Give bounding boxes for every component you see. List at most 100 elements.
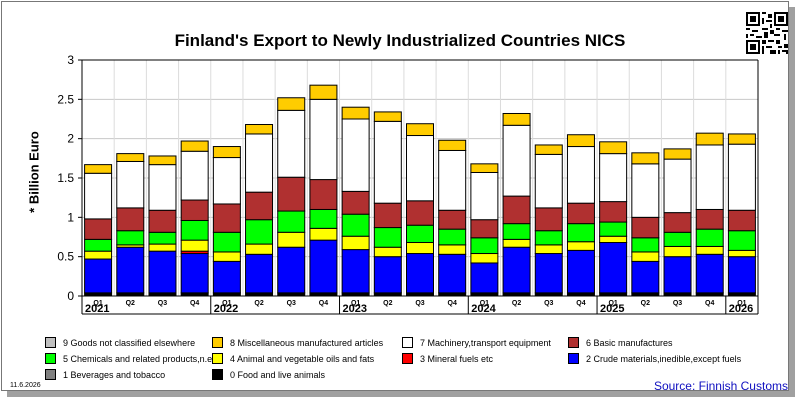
bar-segment (116, 160, 145, 209)
legend-swatch (45, 353, 56, 364)
bar-segment (470, 237, 499, 255)
legend-item: 4 Animal and vegetable oils and fats (212, 353, 374, 364)
x-tick-label: Q1 (480, 300, 489, 307)
bar-segment (148, 155, 177, 166)
bar-segment (566, 223, 595, 243)
bar-segment (373, 256, 402, 294)
bar-segment (534, 230, 563, 246)
date-stamp: 11.6.2026 (10, 382, 41, 389)
bar-segment (727, 249, 756, 258)
bar-segment (180, 253, 209, 294)
bar-segment (695, 228, 724, 247)
bar-segment (631, 152, 660, 165)
bar-segment (373, 120, 402, 204)
bar-segment (116, 153, 145, 162)
y-tick-label: 0 (67, 289, 74, 303)
bar-segment (502, 246, 531, 294)
bar-segment (116, 230, 145, 246)
bar-segment (599, 201, 628, 223)
bar-segment (341, 235, 370, 251)
bar-segment (566, 146, 595, 204)
bar-segment (341, 213, 370, 237)
bar-segment (534, 253, 563, 294)
bar-segment (406, 224, 434, 244)
bar-segment (663, 231, 692, 247)
y-tick-label: 1.5 (57, 171, 74, 185)
bar-segment (180, 239, 209, 252)
bar-segment (663, 245, 692, 258)
legend-label: 6 Basic manufactures (586, 337, 673, 348)
bar-segment (599, 153, 628, 203)
bar-segment (534, 207, 563, 232)
bar-segment (373, 246, 402, 258)
bar-segment (309, 179, 338, 210)
bar-segment (148, 209, 177, 233)
y-tick-label: 3 (67, 53, 74, 67)
bar-segment (148, 243, 177, 252)
x-tick-label: Q3 (673, 300, 682, 307)
legend-swatch (212, 337, 223, 348)
legend-item: 7 Machinery,transport equipment (402, 337, 551, 348)
legend-item: 8 Miscellaneous manufactured articles (212, 337, 383, 348)
bar-segment (245, 124, 274, 135)
x-tick-label: Q1 (93, 300, 102, 307)
bar-segment (309, 239, 338, 294)
bar-segment (566, 202, 595, 225)
bar-segment (727, 143, 756, 211)
y-axis-label: * Billion Euro (26, 131, 42, 213)
x-tick-label: Q3 (287, 300, 296, 307)
x-tick-label: Q2 (383, 300, 392, 307)
y-tick-label: 0.5 (57, 250, 74, 264)
legend-label: 4 Animal and vegetable oils and fats (230, 353, 375, 364)
bar-segment (663, 148, 692, 160)
bar-segment (631, 163, 660, 218)
x-tick-label: Q1 (608, 300, 617, 307)
bar-segment (695, 132, 724, 146)
bar-segment (663, 158, 692, 214)
legend-item: 3 Mineral fuels etc (402, 353, 493, 364)
bar-segment (245, 253, 274, 294)
bar-segment (277, 231, 306, 248)
year-label: 2026 (729, 303, 753, 315)
bar-segment (373, 111, 402, 122)
bar-segment (341, 249, 370, 294)
y-tick-label: 2 (67, 132, 74, 146)
bar-segment (373, 202, 402, 229)
year-label: 2024 (471, 303, 496, 315)
bar-segment (212, 260, 241, 294)
bar-segment (695, 253, 724, 294)
bar-segment (470, 171, 499, 221)
bar-segment (695, 144, 724, 210)
x-tick-label: Q1 (351, 300, 360, 307)
legend-label: 2 Crude materials,inedible,except fuels (586, 353, 742, 364)
legend-label: 0 Food and live animals (230, 369, 326, 380)
x-tick-label: Q3 (158, 300, 167, 307)
legend-item: 5 Chemicals and related products,n.e.s. (45, 353, 222, 364)
bar-segment (599, 235, 628, 244)
bar-segment (631, 216, 660, 239)
bar-segment (84, 218, 113, 240)
bar-segment (438, 228, 467, 246)
bar-segment (277, 210, 306, 233)
bar-segment (212, 203, 241, 233)
x-tick-label: Q1 (737, 300, 746, 307)
bar-segment (212, 251, 241, 262)
x-tick-label: Q4 (448, 300, 457, 307)
bar-segment (566, 249, 595, 294)
bar-segment (727, 256, 756, 294)
year-label: 2022 (214, 303, 238, 315)
bar-segment (599, 242, 628, 294)
bar-segment (438, 253, 467, 294)
bar-segment (277, 246, 306, 294)
bar-segment (438, 244, 467, 255)
bar-segment (502, 112, 531, 126)
bar-segment (180, 199, 209, 221)
legend-item: 0 Food and live animals (212, 369, 325, 380)
legend-swatch (45, 369, 56, 380)
bar-segment (180, 219, 209, 241)
bar-segment (245, 191, 274, 221)
legend-swatch (212, 369, 223, 380)
x-tick-label: Q2 (254, 300, 263, 307)
bar-segment (470, 219, 499, 239)
x-tick-label: Q4 (190, 300, 199, 307)
